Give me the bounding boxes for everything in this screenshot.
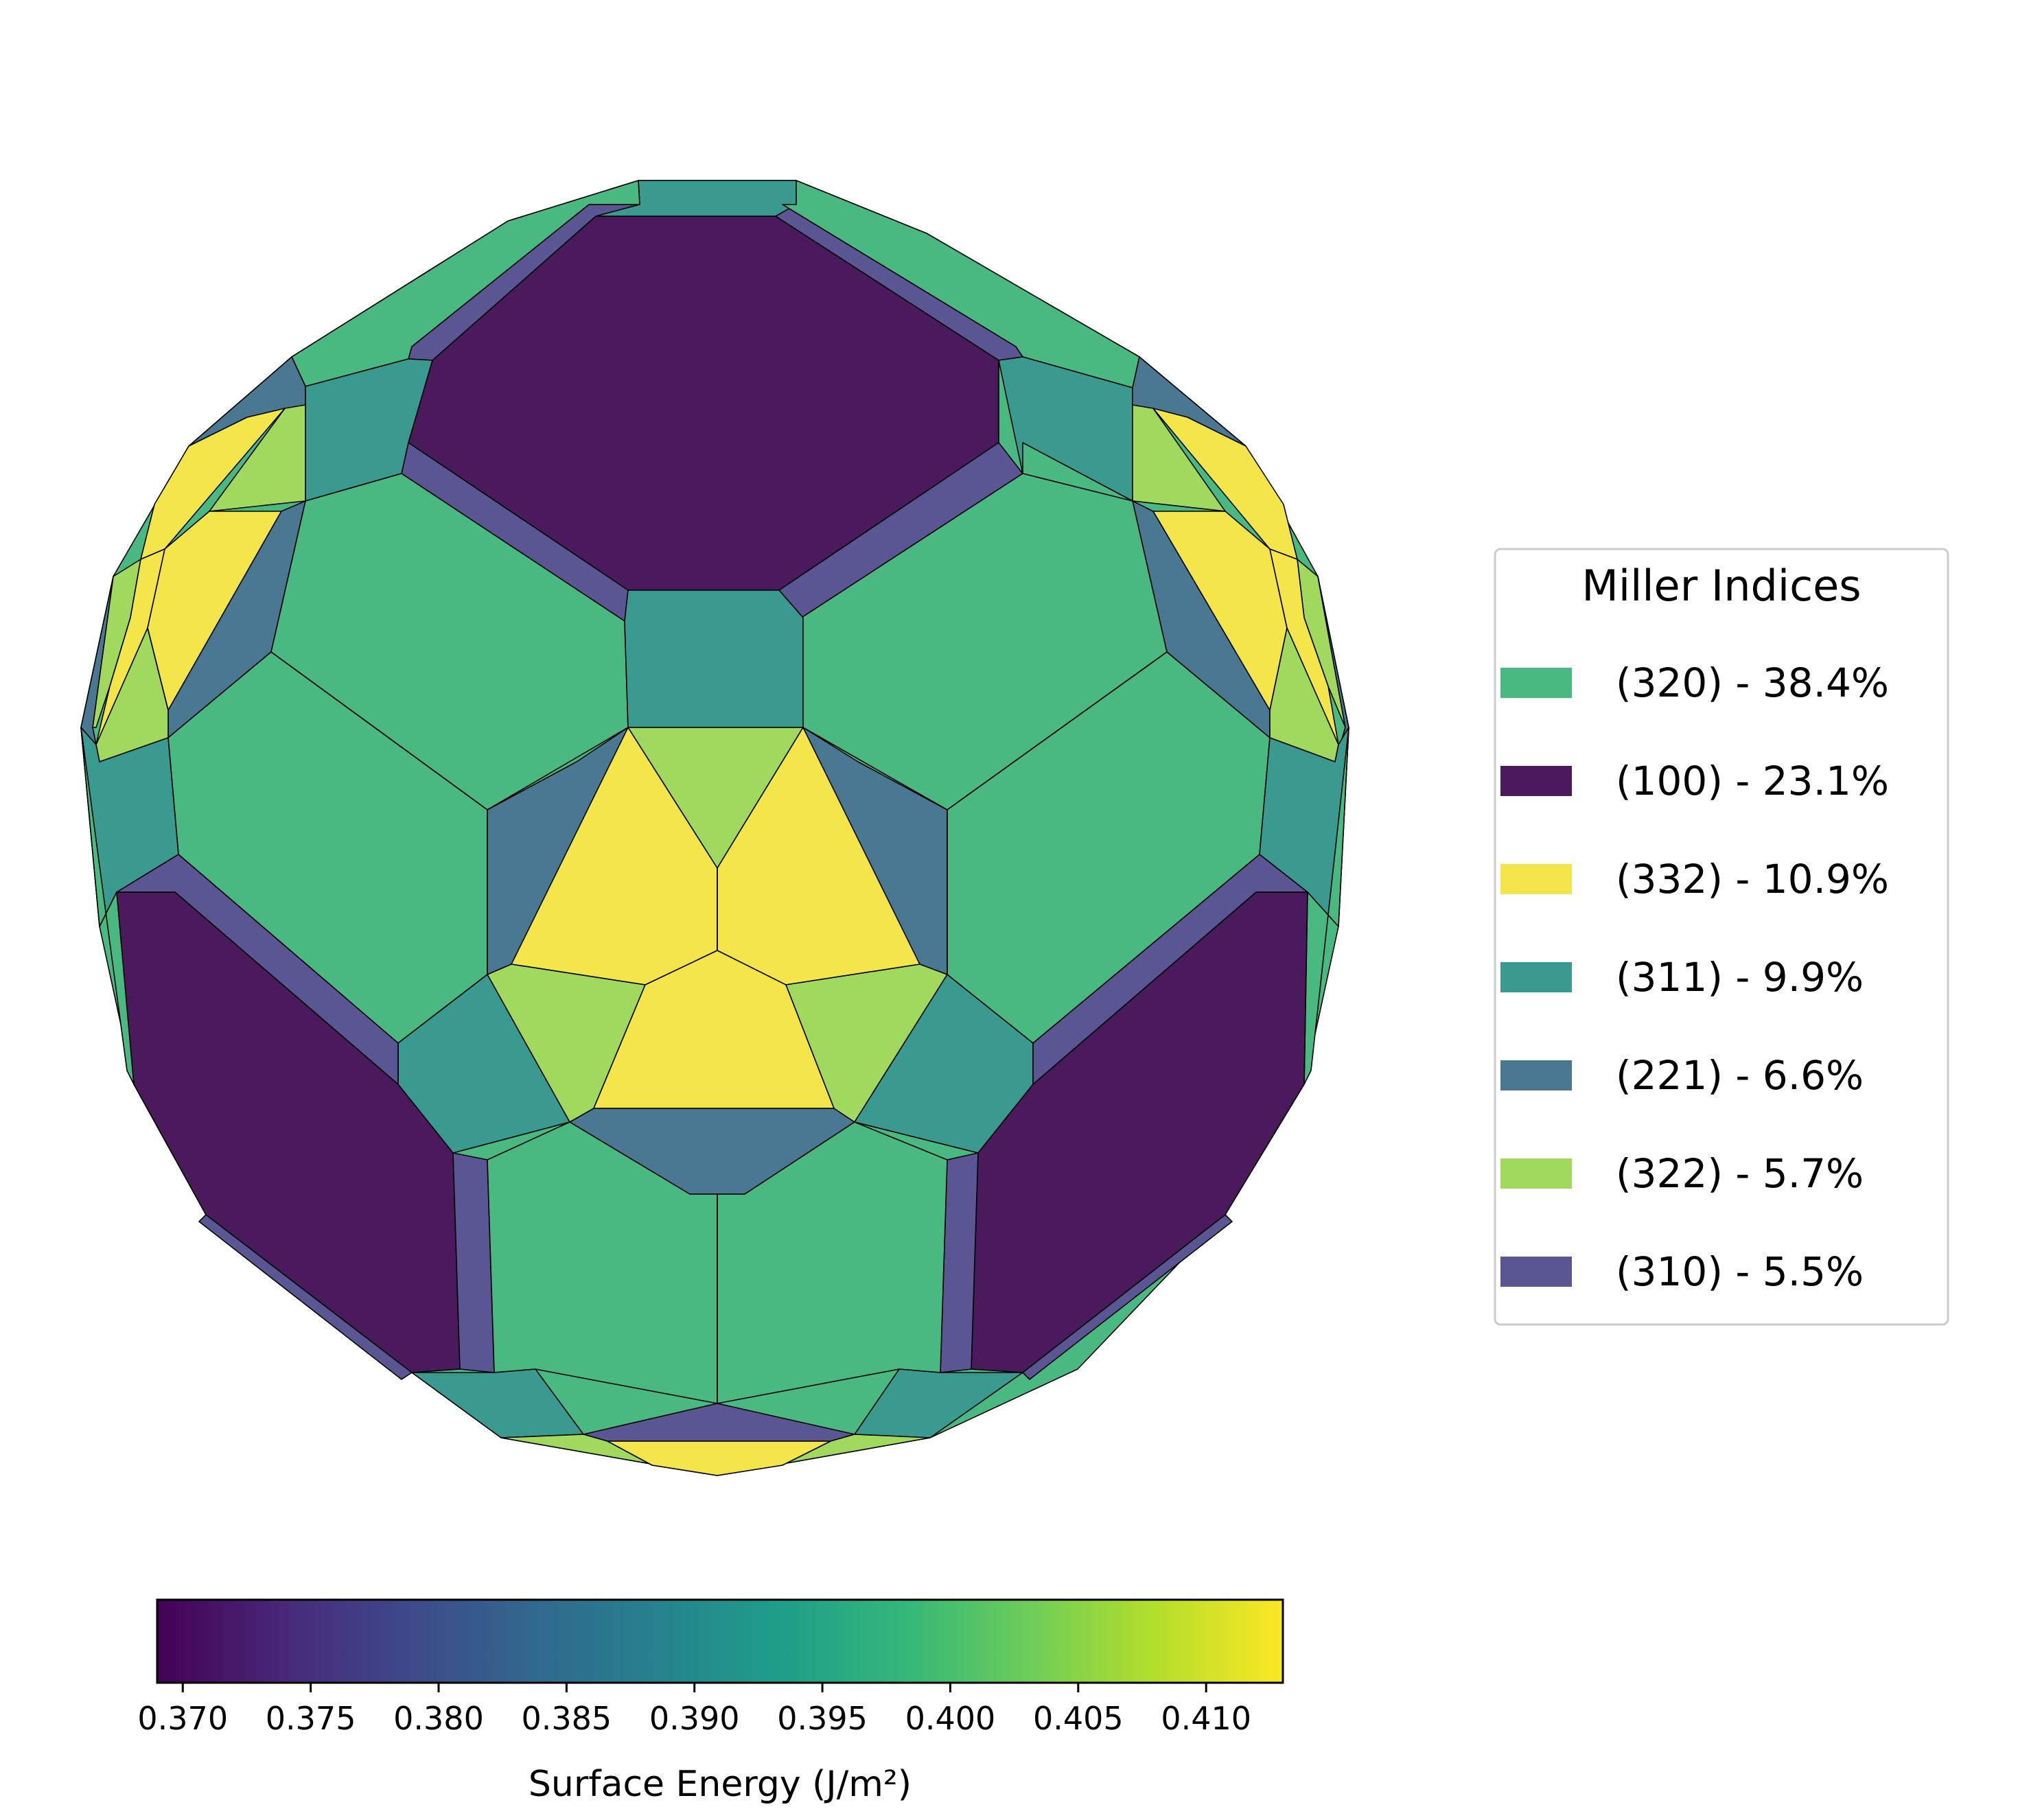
legend-swatch — [1500, 766, 1572, 796]
colorbar-gradient — [156, 1598, 1284, 1684]
colorbar-label: Surface Energy (J/m²) — [529, 1764, 912, 1805]
legend-label: (322) - 5.7% — [1616, 1150, 1864, 1197]
colorbar: 0.370 0.375 0.380 0.385 0.390 0.395 0.400 0.405… — [137, 1598, 1284, 1805]
facet-bottom-311-left — [411, 1368, 584, 1438]
legend-frame — [1494, 548, 1949, 1326]
colorbar-tick-label: 0.410 — [1161, 1700, 1251, 1737]
colorbar-tick-label: 0.370 — [137, 1700, 228, 1737]
legend-swatch — [1500, 864, 1572, 894]
colorbar-tick-label: 0.375 — [266, 1700, 356, 1737]
facet-bottom-311-right — [854, 1368, 1023, 1438]
colorbar-tick-label: 0.395 — [777, 1700, 868, 1737]
legend-label: (332) - 10.9% — [1616, 856, 1889, 902]
legend-label: (320) - 38.4% — [1616, 660, 1889, 706]
facet-center-322-right — [785, 964, 948, 1123]
facet-center-332-bottom — [593, 950, 835, 1109]
facet-bottom-332 — [607, 1440, 831, 1476]
legend-swatch — [1500, 1060, 1572, 1090]
facet-edge — [947, 651, 1168, 810]
colorbar-tick-label: 0.390 — [649, 1700, 740, 1737]
colorbar-tick-label: 0.400 — [905, 1700, 996, 1737]
legend-label: (221) - 6.6% — [1616, 1052, 1864, 1099]
legend-swatch — [1500, 1158, 1572, 1189]
colorbar-tick-label: 0.380 — [393, 1700, 484, 1737]
colorbar-tick-label: 0.405 — [1033, 1700, 1124, 1737]
legend: Miller Indices (320) - 38.4% (100) - 23.1… — [1494, 548, 1949, 1326]
facet-edge — [270, 651, 488, 810]
colorbar-tick-label: 0.385 — [522, 1700, 612, 1737]
facet-center-311 — [624, 590, 804, 728]
legend-label: (311) - 9.9% — [1616, 954, 1864, 1001]
wulff-shape-polyhedron — [80, 180, 1349, 1476]
legend-swatch — [1500, 668, 1572, 698]
legend-swatch — [1500, 1257, 1572, 1287]
legend-label: (310) - 5.5% — [1616, 1248, 1864, 1295]
facet-center-322-left — [487, 964, 646, 1123]
facet-lr-310-base — [1022, 1214, 1233, 1380]
legend-title: Miller Indices — [1581, 561, 1861, 611]
facet-ll-310-base — [198, 1214, 413, 1380]
legend-label: (100) - 23.1% — [1616, 758, 1889, 804]
legend-swatch — [1500, 962, 1572, 992]
